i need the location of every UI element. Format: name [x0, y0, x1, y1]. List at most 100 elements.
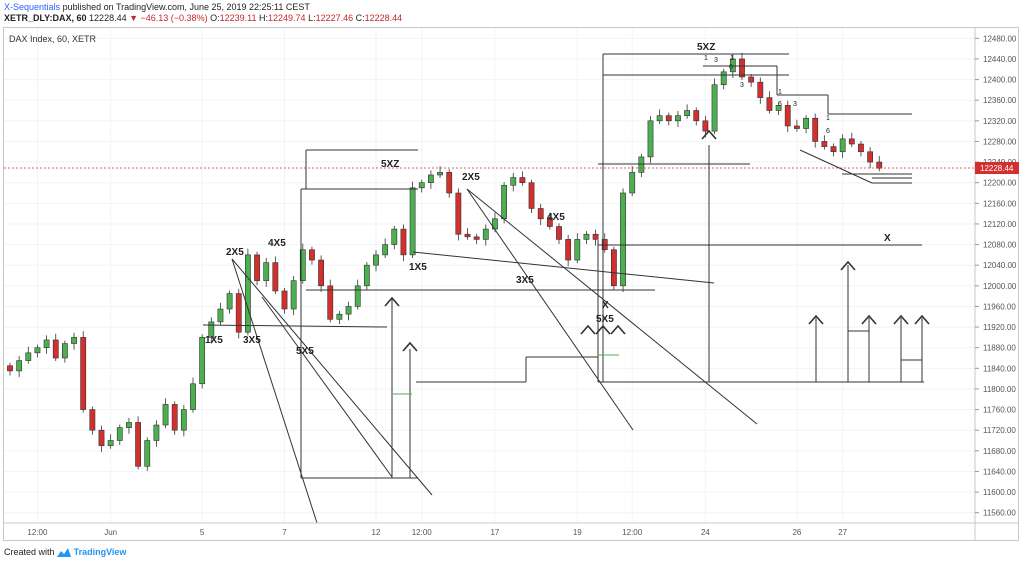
candle-body [272, 262, 279, 292]
candle-body [803, 117, 809, 129]
candle-body [391, 228, 398, 245]
price-change: ▼ −46.13 (−0.38%) [129, 13, 208, 23]
candle-body [464, 233, 471, 238]
annotation-label: 6 [778, 101, 782, 108]
candle-body [16, 360, 23, 372]
tradingview-logo-icon [57, 548, 72, 558]
candle-body [299, 249, 306, 281]
annotation-label: 5X5 [296, 346, 314, 357]
candle-body [821, 141, 828, 147]
candle-body [263, 262, 270, 281]
candle-body [501, 184, 507, 220]
candle-body [418, 182, 425, 189]
candle-body [784, 105, 791, 127]
candle-body [665, 115, 672, 122]
candle-body [336, 313, 343, 320]
candle-body [876, 161, 883, 169]
annotation-label: 2X5 [226, 247, 244, 258]
candle-body [254, 254, 260, 281]
candle-body [345, 306, 352, 315]
symbol: XETR_DLY:DAX, 60 [4, 13, 87, 23]
annotation-label: 6 [729, 64, 733, 71]
y-tick-label: 11760.00 [983, 406, 1016, 415]
x-tick-label: 24 [701, 528, 710, 537]
publish-info: published on TradingView.com, June 25, 2… [62, 2, 310, 12]
candle-body [867, 151, 873, 163]
candle-body [556, 226, 562, 240]
candle-body [43, 339, 50, 348]
candle-body [675, 115, 681, 122]
annotation-label: 3 [714, 57, 718, 64]
annotation-label: 1 [730, 55, 734, 62]
candle-body [775, 105, 782, 111]
last-price-tag-label: 12228.44 [980, 164, 1014, 173]
candle-body [135, 422, 141, 467]
x-tick-label: 12 [372, 528, 381, 537]
annotation-label: 3 [740, 82, 744, 89]
candle-body [373, 254, 379, 266]
y-axis: 12480.00 12440.00 12400.00 12360.00 12320.00… [974, 28, 1019, 541]
candle-body [107, 440, 114, 446]
low-value: 12227.46 [315, 13, 354, 23]
candle-body [684, 110, 690, 116]
last-price: 12228.44 [89, 13, 127, 23]
arrow-icon [893, 314, 909, 325]
candle-body [52, 339, 59, 359]
symbol-line: XETR_DLY:DAX, 60 12228.44 ▼ −46.13 (−0.3… [4, 13, 402, 23]
candle-body [80, 337, 87, 410]
y-tick-label: 12040.00 [983, 261, 1017, 270]
created-with-label: Created with [4, 547, 55, 557]
last-price-tag [975, 162, 1019, 175]
arrow-icon [861, 314, 877, 325]
candle-body [171, 404, 178, 431]
x-tick-label: 26 [792, 528, 801, 537]
arrow-icon [610, 324, 626, 335]
candle-body [61, 343, 68, 359]
candle-body [208, 321, 215, 338]
arrow-icon [384, 296, 400, 307]
arrow-icon [808, 314, 824, 325]
candle-body [839, 138, 846, 153]
x-tick-label: Jun [104, 528, 117, 537]
candle-body [510, 177, 517, 186]
x-tick-label: 27 [838, 528, 847, 537]
y-tick-label: 12000.00 [983, 282, 1017, 291]
y-tick-label: 12480.00 [983, 34, 1017, 43]
candle-body [190, 383, 196, 410]
candle-body [574, 239, 581, 261]
high-label: H: [259, 13, 268, 23]
y-tick-label: 11840.00 [983, 364, 1016, 373]
high-value: 12249.74 [268, 13, 306, 23]
footer: Created with TradingView [4, 547, 127, 558]
candle-body [427, 174, 434, 183]
candle-body [116, 427, 123, 441]
annotation-label: 1 [704, 55, 708, 62]
candle-body [610, 249, 617, 287]
candle-body [71, 337, 77, 344]
close-label: C: [355, 13, 365, 23]
author-link[interactable]: X-Sequentials [4, 2, 61, 12]
candle-body [482, 228, 489, 240]
x-tick-label: 7 [282, 528, 287, 537]
candle-body [98, 429, 105, 446]
y-tick-label: 11960.00 [983, 302, 1016, 311]
candle-body [446, 172, 453, 194]
candle-body [290, 280, 297, 310]
candle-body [25, 352, 32, 361]
annotation-label: 5X5 [596, 314, 614, 325]
annotation-label: 1 [826, 115, 830, 122]
y-tick-label: 11720.00 [983, 426, 1016, 435]
candle-body [226, 293, 233, 310]
candle-body [528, 182, 535, 209]
candle-body [793, 125, 800, 129]
x-tick-label: 12:00 [27, 528, 48, 537]
close-value: 12228.44 [364, 13, 403, 23]
candle-body [382, 244, 389, 256]
candle-body [711, 84, 718, 132]
candle-body [702, 120, 709, 132]
candles [7, 52, 883, 471]
annotation-label: X [602, 300, 609, 311]
brand-link[interactable]: TradingView [73, 547, 127, 557]
